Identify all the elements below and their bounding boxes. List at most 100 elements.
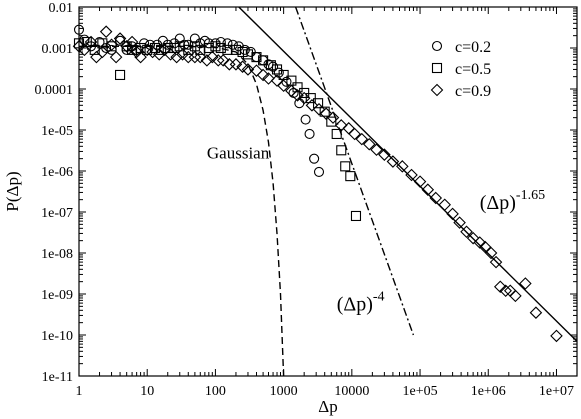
- data-point-diamond: [529, 306, 543, 319]
- data-point-diamond: [386, 155, 400, 168]
- data-point-diamond: [334, 119, 348, 132]
- data-point-diamond: [120, 40, 133, 53]
- data-point-circle: [73, 24, 85, 35]
- data-point-diamond: [78, 43, 91, 57]
- data-point-diamond: [262, 72, 275, 85]
- y-tick-label: 0.0001: [35, 83, 74, 98]
- data-point-square: [345, 171, 356, 182]
- x-tick-label: 10: [140, 384, 154, 399]
- data-point-diamond: [211, 54, 225, 67]
- data-point-square: [135, 42, 146, 54]
- x-tick-label: 1e+05: [402, 384, 437, 399]
- y-axis-title: P(Δp): [3, 171, 22, 211]
- data-point-square: [251, 52, 262, 63]
- x-tick-label: 1e+06: [471, 384, 506, 399]
- y-tick-label: 1e-10: [41, 329, 73, 344]
- data-point-diamond: [256, 68, 270, 82]
- data-point-square: [189, 41, 200, 52]
- legend-label: c=0.2: [455, 39, 491, 56]
- data-point-diamond: [130, 45, 143, 59]
- annotation-base: (Δp): [480, 192, 516, 214]
- data-point-diamond: [319, 107, 333, 120]
- data-point-square: [142, 44, 153, 55]
- data-point-diamond: [453, 216, 466, 229]
- data-point-diamond: [285, 84, 298, 98]
- data-point-diamond: [342, 122, 355, 135]
- data-point-diamond: [90, 50, 103, 64]
- data-point-diamond: [460, 225, 473, 239]
- y-tick-label: 1e-09: [41, 288, 73, 303]
- data-point-diamond: [181, 50, 195, 64]
- data-point-square: [237, 46, 248, 58]
- y-tick-label: 1e-11: [42, 370, 73, 385]
- data-point-diamond: [216, 54, 230, 67]
- data-point-diamond: [105, 38, 118, 52]
- data-point-diamond: [362, 137, 376, 151]
- data-point-diamond: [84, 35, 98, 49]
- data-point-circle: [245, 46, 256, 58]
- data-point-square: [271, 64, 283, 75]
- data-point-diamond: [96, 45, 109, 59]
- data-point-diamond: [493, 280, 507, 294]
- data-point-diamond: [146, 45, 159, 59]
- legend-label: c=0.9: [455, 83, 491, 100]
- data-point-diamond: [72, 40, 86, 53]
- data-point-diamond: [405, 168, 418, 182]
- data-point-diamond: [355, 132, 369, 146]
- data-point-diamond: [194, 50, 207, 64]
- data-point-diamond: [466, 231, 480, 245]
- data-point-diamond: [241, 63, 255, 76]
- data-point-diamond: [152, 48, 166, 61]
- curve-gaussian: [79, 45, 285, 376]
- data-point-diamond: [99, 25, 113, 38]
- data-point-diamond: [291, 89, 304, 102]
- data-point-square: [313, 98, 324, 109]
- legend-marker-square: [431, 62, 443, 74]
- data-point-circle: [300, 114, 311, 125]
- data-point-diamond: [413, 175, 427, 188]
- x-axis-title: Δp: [318, 397, 337, 416]
- curve-power-law-4: [294, 7, 415, 336]
- data-point-diamond: [550, 329, 563, 343]
- data-point-diamond: [429, 191, 443, 205]
- legend-marker-diamond: [430, 83, 444, 97]
- data-point-diamond: [489, 255, 503, 269]
- axis-ticks: 1 10 100 1000 10000 1e+05 1e+06 1e+07 0.01 0.001 0…: [35, 1, 578, 399]
- data-point-square: [331, 128, 342, 140]
- data-point-square: [350, 210, 362, 222]
- data-point-diamond: [312, 103, 326, 116]
- data-point-diamond: [478, 240, 492, 254]
- data-point-square: [326, 116, 337, 127]
- annotation-exponent: -4: [373, 289, 385, 304]
- data-point-square: [230, 44, 242, 55]
- data-point-square: [336, 145, 347, 156]
- data-point-square: [215, 42, 226, 54]
- x-tick-label: 1: [76, 384, 83, 399]
- y-tick-label: 1e-07: [41, 206, 73, 221]
- y-tick-label: 1e-08: [41, 247, 73, 262]
- series-c05: [73, 36, 362, 222]
- data-point-diamond: [305, 99, 319, 112]
- y-tick-label: 0.001: [42, 42, 74, 57]
- data-point-diamond: [446, 207, 459, 221]
- data-point-square: [203, 42, 214, 54]
- data-point-diamond: [277, 79, 290, 93]
- data-point-square: [278, 69, 289, 81]
- data-point-square: [305, 93, 316, 104]
- annotation-label: Gaussian: [207, 144, 270, 163]
- data-point-diamond: [378, 148, 391, 161]
- data-point-circle: [115, 35, 126, 46]
- y-tick-label: 1e-06: [41, 165, 73, 180]
- data-point-circle: [304, 128, 315, 140]
- annotation-exponent: -1.65: [516, 188, 545, 203]
- data-point-diamond: [125, 35, 139, 49]
- series-c09: [72, 25, 563, 343]
- data-point-diamond: [484, 246, 498, 260]
- x-tick-label: 1000: [270, 384, 298, 399]
- data-point-diamond: [396, 160, 409, 173]
- data-point-diamond: [188, 50, 202, 64]
- x-tick-label: 100: [205, 384, 226, 399]
- data-point-circle: [233, 41, 244, 52]
- data-points: [72, 24, 563, 343]
